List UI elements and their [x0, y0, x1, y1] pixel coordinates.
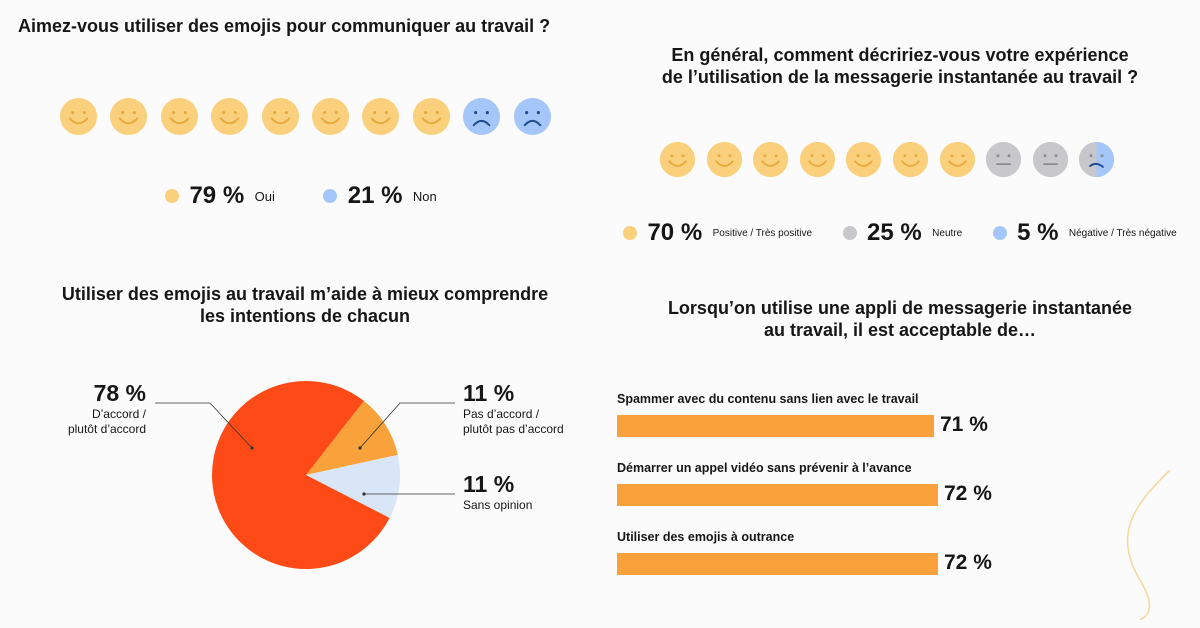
- pie-leader-disagree: [359, 402, 455, 449]
- q1-title: Aimez-vous utiliser des emojis pour comm…: [18, 16, 551, 36]
- pie-slice-noopinion: [306, 454, 400, 518]
- neutral-face-icon: [985, 141, 1022, 183]
- legend-dot-blue: [992, 226, 1007, 240]
- smiley-face-icon: [311, 97, 350, 141]
- smiley-face-icon: [361, 97, 400, 141]
- q2-negative-pct: 5 %: [1017, 219, 1059, 246]
- pie-label-noopinion: 11 % Sans opinion: [463, 471, 532, 513]
- smiley-face-icon: [892, 141, 929, 183]
- q1-legend-item-no: 21 % Non: [323, 182, 437, 209]
- q2-title-line2: de l’utilisation de la messagerie instan…: [661, 67, 1139, 87]
- q1-legend: 79 % Oui 21 % Non: [165, 182, 437, 210]
- pie-noopinion-line1: Sans opinion: [463, 498, 533, 512]
- q2-neutral-pct: 25 %: [867, 219, 922, 246]
- legend-dot-yellow: [623, 226, 637, 240]
- pie-label-disagree: 11 % Pas d’accord / plutôt pas d’accord: [463, 380, 564, 437]
- smiley-face-icon: [261, 97, 300, 141]
- bar: [617, 484, 938, 506]
- q2-legend-item-neutral: 25 % Neutre: [842, 219, 967, 246]
- mixed-face-icon: [1078, 141, 1115, 183]
- pie-noopinion-pct: 11 %: [463, 471, 515, 497]
- q4-title-line1: Lorsqu’on utilise une appli de messageri…: [667, 298, 1133, 318]
- smiley-face-icon: [799, 141, 836, 183]
- pie-leader-dot: [250, 446, 254, 450]
- smiley-face-icon: [160, 97, 199, 141]
- pie-agree-line1: D’accord /: [91, 407, 146, 421]
- q2-negative-label: Négative / Très négative: [1068, 227, 1177, 239]
- q4-title: Lorsqu’on utilise une appli de messageri…: [600, 297, 1200, 341]
- pie-disagree-pct: 11 %: [463, 380, 515, 406]
- q4-title-line2: au travail, il est acceptable de…: [763, 320, 1037, 340]
- bar: [617, 553, 938, 575]
- smiley-face-icon: [752, 141, 789, 183]
- bar-category-label: Utiliser des emojis à outrance: [617, 530, 795, 544]
- pie-slice-agree: [212, 380, 390, 569]
- q2-positive-pct: 70 %: [647, 219, 703, 246]
- pie-disagree-line2: plutôt pas d’accord: [463, 422, 564, 436]
- sad-face-icon: [462, 97, 501, 141]
- q3-title: Utiliser des emojis au travail m’aide à …: [0, 283, 610, 327]
- q1-no-pct: 21 %: [347, 182, 403, 209]
- bar-category-label: Spammer avec du contenu sans lien avec l…: [617, 392, 919, 406]
- q2-legend: 70 % Positive / Très positive 25 % Neutr…: [623, 219, 1177, 247]
- pie-leader-agree: [155, 402, 253, 449]
- q2-legend-item-negative: 5 % Négative / Très négative: [992, 219, 1177, 246]
- bar-category-label: Démarrer un appel vidéo sans prévenir à …: [617, 461, 912, 475]
- smiley-face-icon: [109, 97, 148, 141]
- q1-yes-pct: 79 %: [189, 182, 245, 209]
- q2-neutral-label: Neutre: [932, 227, 963, 239]
- legend-dot-yellow: [165, 189, 179, 203]
- q3-title-line1: Utiliser des emojis au travail m’aide à …: [61, 284, 549, 304]
- pie-chart: [155, 380, 455, 569]
- pie-leader-dot: [362, 492, 366, 496]
- pie-slice-disagree: [306, 400, 398, 475]
- q1-no-label: Non: [412, 188, 437, 204]
- pie-disagree-line1: Pas d’accord /: [463, 407, 540, 421]
- smiley-face-icon: [845, 141, 882, 183]
- pie-agree-line2: plutôt d’accord: [67, 422, 146, 436]
- q1-yes-label: Oui: [254, 188, 275, 204]
- decorative-swirl: [1126, 470, 1171, 620]
- pie-agree-pct: 78 %: [93, 380, 146, 406]
- smiley-face-icon: [706, 141, 743, 183]
- q2-title-line1: En général, comment décririez-vous votre…: [671, 45, 1129, 65]
- q2-legend-item-positive: 70 % Positive / Très positive: [623, 219, 817, 246]
- q2-positive-label: Positive / Très positive: [712, 227, 813, 239]
- smiley-face-icon: [412, 97, 451, 141]
- smiley-face-icon: [210, 97, 249, 141]
- sad-face-icon: [513, 97, 552, 141]
- pie-leader-dot: [358, 446, 362, 450]
- legend-dot-blue: [323, 189, 338, 203]
- smiley-face-icon: [939, 141, 976, 183]
- q2-title: En général, comment décririez-vous votre…: [600, 44, 1200, 88]
- q3-title-line2: les intentions de chacun: [199, 306, 411, 326]
- legend-dot-grey: [842, 226, 857, 240]
- bar-value-label: 71 %: [940, 413, 988, 436]
- q1-legend-item-yes: 79 % Oui: [165, 182, 279, 209]
- pie-label-agree: 78 % D’accord / plutôt d’accord: [40, 380, 146, 437]
- smiley-face-icon: [659, 141, 696, 183]
- neutral-face-icon: [1032, 141, 1069, 183]
- bar-value-label: 72 %: [944, 551, 992, 574]
- bar: [617, 415, 934, 437]
- bar-value-label: 72 %: [944, 482, 992, 505]
- smiley-face-icon: [59, 97, 98, 141]
